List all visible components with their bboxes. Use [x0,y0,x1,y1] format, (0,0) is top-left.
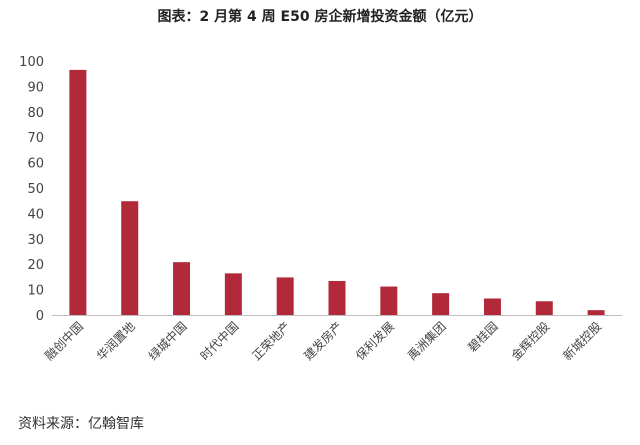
y-tick-label: 80 [27,106,44,121]
bar [535,301,553,315]
y-tick-label: 10 [27,284,44,299]
x-category-label: 新城控股 [560,319,605,364]
x-category-label: 绿城中国 [145,319,190,364]
y-tick-label: 40 [27,207,44,222]
bar [587,310,605,315]
y-tick-label: 90 [27,80,44,95]
bar [483,298,501,315]
bar [276,277,294,315]
bar [380,286,398,315]
y-tick-label: 50 [27,182,44,197]
x-category-label: 金辉控股 [508,319,553,364]
y-tick-label: 30 [27,233,44,248]
bar [224,273,242,315]
x-category-label: 碧桂园 [465,319,501,355]
x-category-label: 时代中国 [197,319,242,364]
bar [328,280,346,315]
x-category-label: 华润置地 [94,319,138,363]
y-tick-label: 100 [19,55,44,70]
source-note: 资料来源：亿翰智库 [18,416,144,432]
x-category-label: 正荣地产 [249,319,293,363]
y-tick-label: 0 [36,309,44,324]
x-category-label: 建发房产 [301,319,346,364]
bar [173,262,191,315]
x-category-label: 保利发展 [352,319,397,364]
bar [69,69,87,315]
x-category-label: 禹洲集团 [404,319,449,364]
y-tick-label: 20 [27,258,44,273]
y-tick-label: 70 [27,131,44,146]
chart-title: 图表：2 月第 4 周 E50 房企新增投资金额（亿元） [157,9,483,25]
x-category-label: 融创中国 [41,319,86,364]
bar [121,201,139,315]
bar [432,293,450,315]
y-tick-label: 60 [27,157,44,172]
